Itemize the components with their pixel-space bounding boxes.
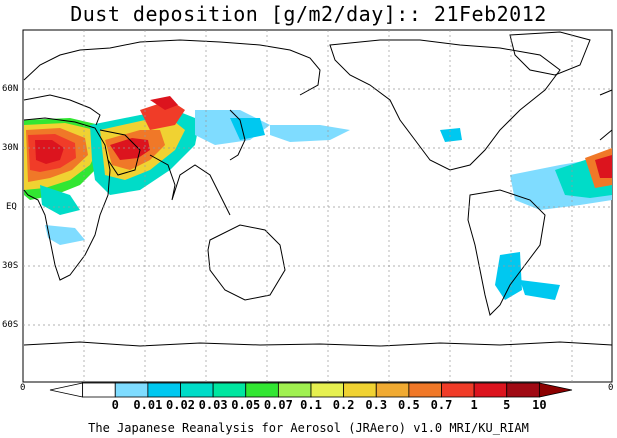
legend-swatch	[506, 382, 540, 398]
coastlines	[23, 31, 613, 347]
lat-label-30s: 30S	[2, 261, 19, 271]
legend-swatch	[473, 382, 508, 398]
legend-level-label: 0.05	[231, 398, 260, 412]
lat-label-30n: 30N	[2, 143, 19, 153]
legend-level-label: 5	[503, 398, 510, 412]
legend-swatch	[147, 382, 181, 398]
map-title: Dust deposition [g/m2/day]:: 21Feb2012	[70, 2, 547, 26]
lon-label-left: 0	[20, 383, 26, 393]
grid	[23, 30, 612, 382]
legend-level-label: 0.1	[300, 398, 322, 412]
dust-plume-sahara	[24, 118, 110, 245]
legend-swatch	[180, 382, 214, 398]
legend-level-label: 0.02	[166, 398, 195, 412]
footer-credit: The Japanese Reanalysis for Aerosol (JRA…	[88, 421, 529, 435]
legend-level-label: 0.5	[398, 398, 420, 412]
legend-level-label: 1	[471, 398, 478, 412]
legend-level-label: 0	[112, 398, 119, 412]
legend-level-label: 0.2	[333, 398, 355, 412]
legend-swatch	[245, 382, 279, 398]
legend-swatch	[277, 382, 312, 398]
legend-level-label: 0.03	[199, 398, 228, 412]
legend-swatch	[408, 382, 442, 398]
lat-label-60s: 60S	[2, 320, 19, 330]
legend-swatch	[538, 382, 573, 398]
legend-level-label: 0.3	[365, 398, 387, 412]
legend-swatch	[212, 382, 247, 398]
legend-swatch	[114, 382, 149, 398]
lat-label-eq: EQ	[6, 202, 17, 212]
dust-plume-arabia-asia	[90, 96, 350, 195]
legend-swatch	[49, 382, 84, 398]
legend-swatch	[375, 382, 410, 398]
legend-swatch	[310, 382, 345, 398]
legend-level-label: 10	[532, 398, 546, 412]
lat-label-60n: 60N	[2, 84, 19, 94]
legend-swatch	[343, 382, 377, 398]
lon-label-right: 0	[608, 383, 614, 393]
legend-level-label: 0.07	[264, 398, 293, 412]
legend-swatch	[441, 382, 475, 398]
dust-plume-americas	[440, 128, 612, 300]
legend-level-label: 0.7	[431, 398, 453, 412]
legend-level-label: 0.01	[133, 398, 162, 412]
legend-swatch	[82, 382, 116, 398]
color-legend: 0 0.01 0.02 0.03 0.05 0.07 0.1 0.2 0.3 0.5 0.7 1 5 10	[49, 382, 573, 412]
